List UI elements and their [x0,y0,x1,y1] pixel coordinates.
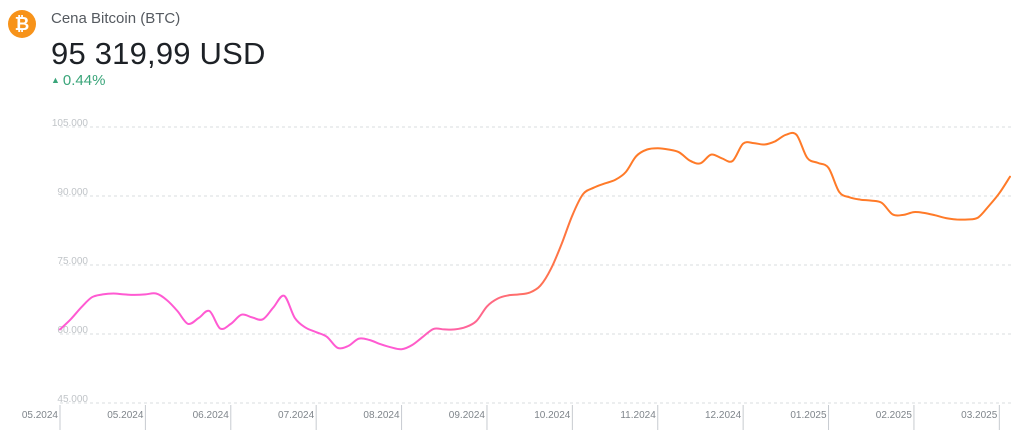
x-tick-label: 11.2024 [620,410,656,421]
y-tick-label: 45.000 [57,394,88,405]
x-tick-label: 01.2025 [790,410,827,421]
x-tick-label: 07.2024 [278,410,315,421]
x-tick-label: 06.2024 [193,410,230,421]
y-tick-label: 60.000 [57,325,88,336]
x-tick-label: 05.2024 [22,410,59,421]
coin-title: Cena Bitcoin (BTC) [51,10,181,27]
price-change-value: 0.44% [62,72,106,89]
bitcoin-logo-icon: ₿ [8,10,36,38]
y-tick-label: 90.000 [57,187,88,198]
current-price: 95 319,99 USD [51,36,266,71]
coin-header: ₿ Cena Bitcoin (BTC) 95 319,99 USD ▲ 0.4… [8,8,608,92]
up-arrow-icon: ▲ [51,75,60,85]
x-tick-label: 05.2024 [107,410,144,421]
x-tick-label: 12.2024 [705,410,742,421]
x-tick-label: 03.2025 [961,410,998,421]
y-tick-label: 105.000 [52,118,89,129]
price-line [59,131,1011,351]
x-tick-label: 02.2025 [876,410,913,421]
x-tick-label: 09.2024 [449,410,486,421]
price-change: ▲ 0.44% [51,72,105,89]
y-tick-label: 75.000 [57,256,88,267]
x-tick-label: 10.2024 [534,410,571,421]
x-tick-label: 08.2024 [363,410,400,421]
